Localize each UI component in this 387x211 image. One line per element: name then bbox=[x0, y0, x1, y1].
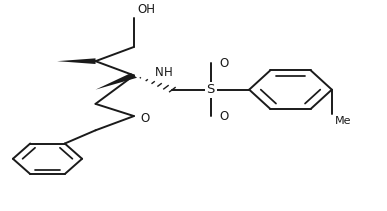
Text: Me: Me bbox=[335, 116, 351, 126]
Polygon shape bbox=[96, 73, 137, 90]
Text: N: N bbox=[154, 66, 163, 80]
Text: O: O bbox=[219, 57, 228, 70]
Text: S: S bbox=[207, 83, 215, 96]
Text: O: O bbox=[141, 112, 150, 125]
Polygon shape bbox=[57, 58, 96, 64]
Text: O: O bbox=[219, 110, 228, 123]
Text: H: H bbox=[164, 66, 173, 80]
Text: OH: OH bbox=[138, 3, 156, 16]
